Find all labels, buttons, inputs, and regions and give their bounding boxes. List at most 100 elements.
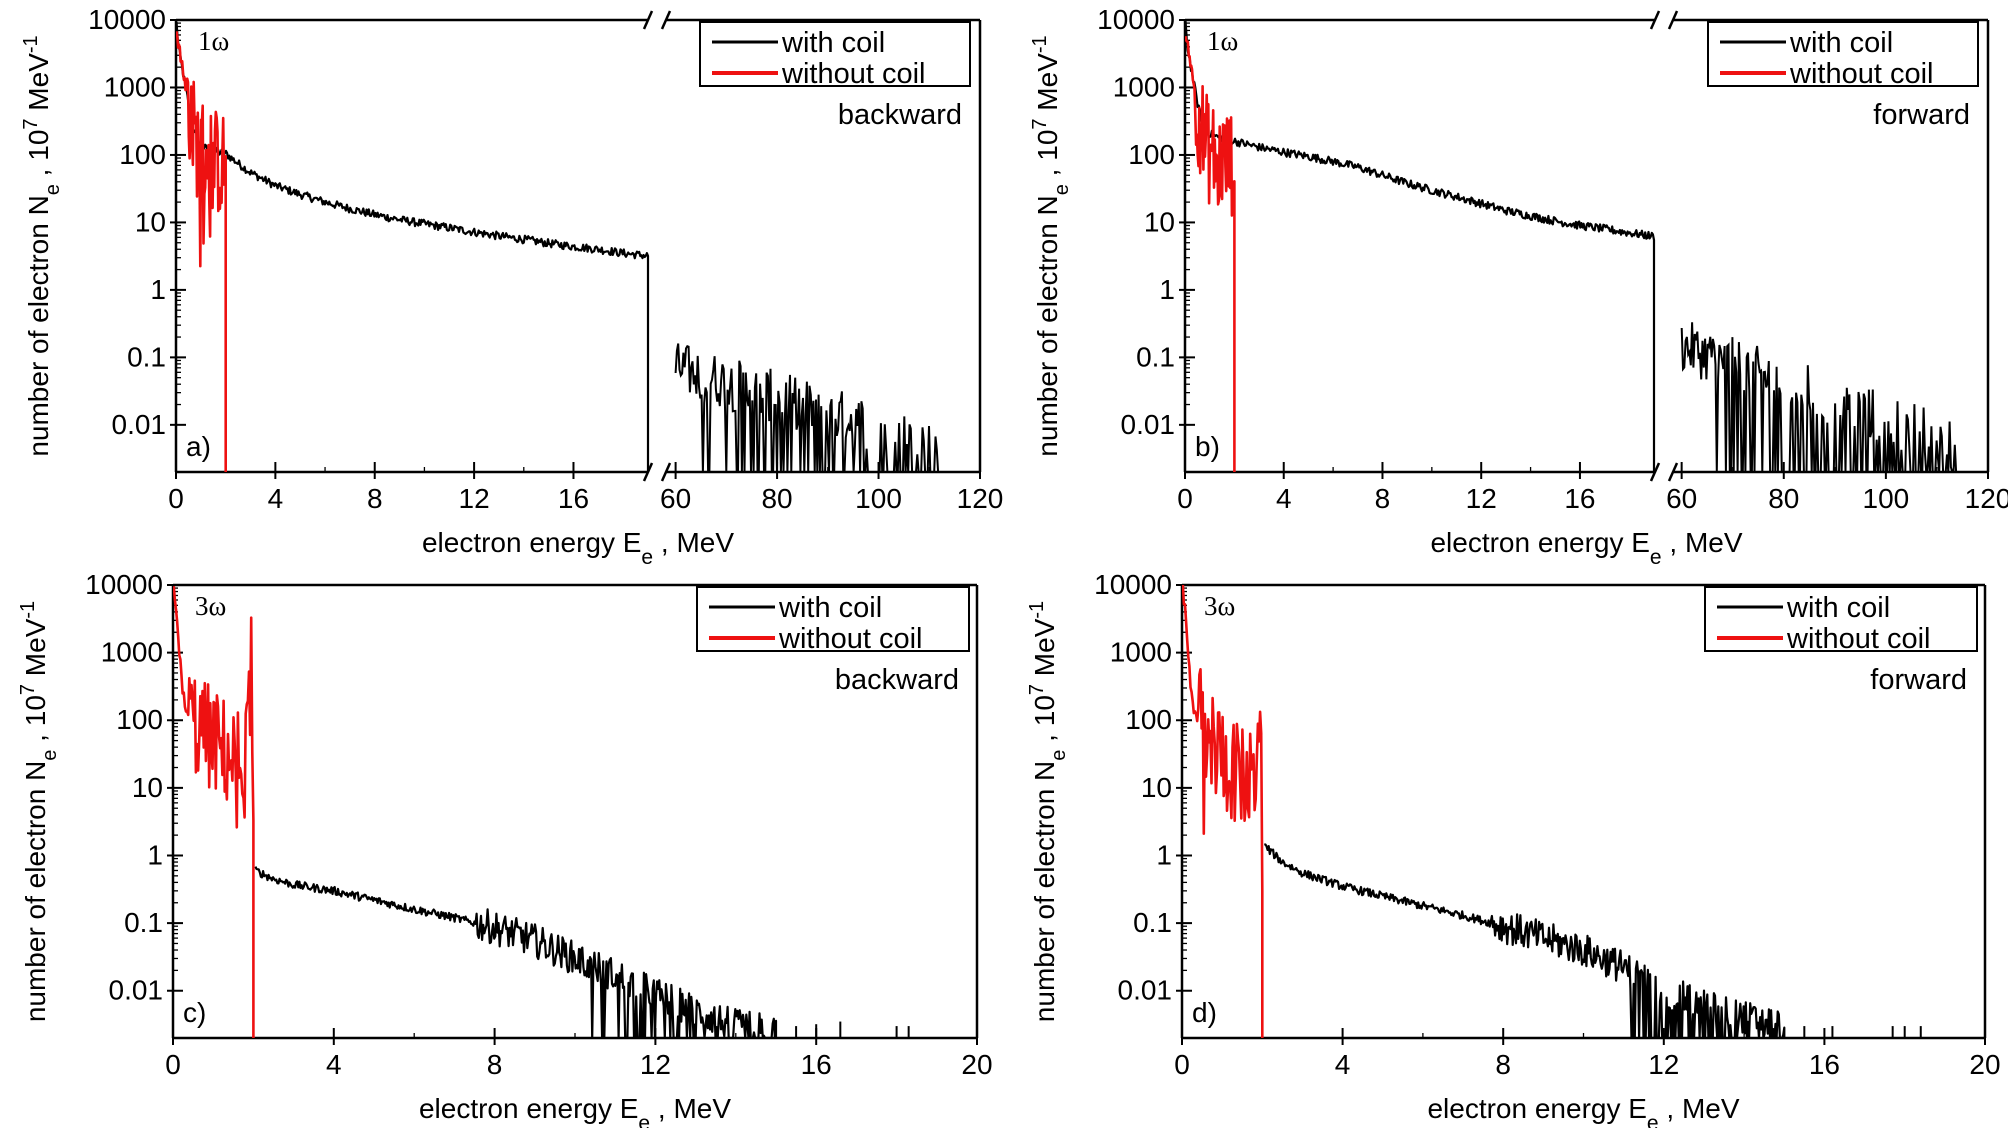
legend-label: with coil (778, 592, 882, 624)
series-line-with-coil (176, 21, 650, 472)
harmonic-label: 1ω (1207, 26, 1238, 56)
y-tick-label: 1 (1159, 274, 1175, 305)
y-tick-label: 0.01 (112, 409, 167, 440)
y-tick-label: 10000 (1094, 569, 1172, 600)
series-line-with-coil (1264, 843, 1786, 1038)
x-tick-label: 120 (957, 483, 1004, 514)
y-tick-label: 0.1 (1133, 907, 1172, 938)
panel-label: c) (183, 997, 206, 1028)
y-axis-title: number of electron Ne , 107 MeV-1 (20, 35, 64, 456)
x-axis-title: electron energy Ee , MeV (1427, 1093, 1739, 1128)
x-tick-label: 12 (459, 483, 490, 514)
x-tick-label: 4 (1276, 483, 1292, 514)
legend-box (1704, 586, 1978, 652)
y-tick-label: 1000 (1110, 637, 1172, 668)
y-axis-title: number of electron Ne , 107 MeV-1 (1029, 35, 1073, 456)
y-tick-label: 0.1 (1136, 341, 1175, 372)
x-tick-label: 12 (1648, 1049, 1679, 1080)
y-tick-label: 1000 (1113, 71, 1175, 102)
y-tick-label: 10000 (88, 4, 166, 35)
x-tick-label: 16 (1809, 1049, 1840, 1080)
axis-break-mark (660, 462, 672, 482)
y-tick-label: 0.01 (109, 975, 164, 1006)
axis-break-mark-top (1649, 10, 1661, 30)
x-tick-label: 4 (326, 1049, 342, 1080)
x-tick-label: 20 (1969, 1049, 2000, 1080)
plot-area (173, 586, 910, 1038)
y-tick-label: 10 (1144, 206, 1175, 237)
axis-break-mark-top (642, 10, 654, 30)
legend-label: with coil (1786, 592, 1890, 624)
x-tick-label: 12 (1466, 483, 1497, 514)
x-axis-title: electron energy Ee , MeV (1430, 527, 1742, 569)
y-tick-label: 100 (1128, 139, 1175, 170)
y-tick-label: 1 (150, 274, 166, 305)
plot-area (176, 21, 940, 472)
legend-box (1707, 21, 1979, 87)
legend-label: without coil (1786, 623, 1930, 655)
x-tick-label: 120 (1965, 483, 2008, 514)
x-tick-label: 4 (268, 483, 284, 514)
harmonic-label: 3ω (195, 591, 226, 621)
x-axis-title: electron energy Ee , MeV (419, 1093, 731, 1128)
y-axis-title: number of electron Ne , 107 MeV-1 (17, 601, 61, 1022)
axis-break-mark-top (660, 10, 672, 30)
x-tick-label: 8 (487, 1049, 503, 1080)
y-tick-label: 100 (116, 704, 163, 735)
harmonic-label: 3ω (1204, 591, 1235, 621)
y-tick-label: 0.01 (1121, 409, 1176, 440)
legend-label: without coil (781, 58, 925, 90)
x-tick-label: 80 (1768, 483, 1799, 514)
x-tick-label: 0 (1177, 483, 1193, 514)
y-tick-label: 0.01 (1118, 975, 1173, 1006)
series-line-without-coil (173, 586, 255, 1038)
x-tick-label: 16 (801, 1049, 832, 1080)
x-tick-label: 0 (1174, 1049, 1190, 1080)
direction-label: backward (838, 99, 962, 131)
panel-label: d) (1192, 997, 1217, 1028)
panel-d: 10000 1000 100 10 1 0.1 0.01 0 4 8 12 16 20 with coil… (1026, 569, 2001, 1128)
series-tail-with-coil (674, 343, 940, 472)
x-tick-label: 0 (168, 483, 184, 514)
series-line-without-coil (176, 31, 227, 472)
series-line-with-coil (254, 866, 778, 1038)
direction-label: forward (1873, 99, 1970, 131)
panel-c: 10000 1000 100 10 1 0.1 0.01 0 4 8 12 16 20 with coil… (17, 569, 993, 1128)
y-tick-label: 1000 (104, 71, 166, 102)
legend-box (699, 21, 971, 87)
legend-box (696, 586, 970, 652)
series-line-without-coil (1182, 585, 1264, 1038)
legend-label: with coil (781, 27, 885, 59)
y-tick-label: 100 (119, 139, 166, 170)
y-tick-label: 10000 (1097, 4, 1175, 35)
y-tick-label: 1000 (101, 637, 163, 668)
x-tick-label: 8 (367, 483, 383, 514)
x-tick-label: 80 (761, 483, 792, 514)
y-tick-label: 10 (135, 206, 166, 237)
plot-area (1182, 585, 1922, 1038)
axis-break-mark-top (1667, 10, 1679, 30)
series-tail-with-coil (1680, 322, 1958, 472)
x-tick-label: 8 (1375, 483, 1391, 514)
x-tick-label: 60 (660, 483, 691, 514)
legend-label: without coil (1789, 58, 1933, 90)
legend-label: with coil (1789, 27, 1893, 59)
y-tick-label: 10 (132, 772, 163, 803)
y-axis-title: number of electron Ne , 107 MeV-1 (1026, 601, 1070, 1022)
y-tick-label: 10 (1141, 772, 1172, 803)
axis-break-mark (1667, 462, 1679, 482)
legend-label: without coil (778, 623, 922, 655)
x-tick-label: 4 (1335, 1049, 1351, 1080)
x-tick-label: 100 (1863, 483, 1910, 514)
y-tick-label: 1 (1156, 839, 1172, 870)
x-tick-label: 16 (1564, 483, 1595, 514)
x-tick-label: 0 (165, 1049, 181, 1080)
y-tick-label: 10000 (85, 569, 163, 600)
y-tick-label: 0.1 (124, 907, 163, 938)
x-axis-title: electron energy Ee , MeV (422, 527, 734, 569)
series-line-with-coil (1185, 20, 1656, 472)
y-tick-label: 100 (1125, 704, 1172, 735)
direction-label: backward (835, 664, 959, 696)
x-tick-label: 8 (1495, 1049, 1511, 1080)
panel-label: a) (186, 431, 211, 462)
